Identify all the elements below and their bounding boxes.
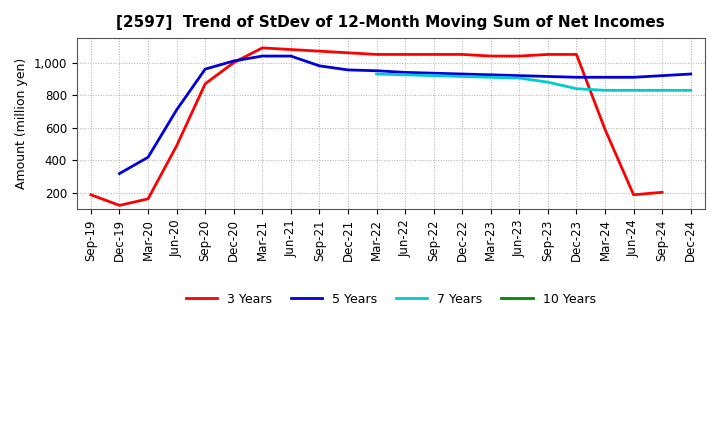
3 Years bbox=[144, 196, 153, 202]
5 Years bbox=[230, 59, 238, 64]
5 Years bbox=[144, 154, 153, 160]
5 Years bbox=[600, 75, 609, 80]
3 Years bbox=[458, 52, 467, 57]
5 Years bbox=[287, 53, 295, 59]
5 Years bbox=[572, 75, 581, 80]
7 Years bbox=[429, 73, 438, 78]
3 Years bbox=[487, 53, 495, 59]
7 Years bbox=[487, 75, 495, 80]
3 Years bbox=[401, 52, 410, 57]
7 Years bbox=[658, 88, 667, 93]
Y-axis label: Amount (million yen): Amount (million yen) bbox=[15, 58, 28, 189]
3 Years bbox=[572, 52, 581, 57]
3 Years bbox=[600, 127, 609, 132]
Line: 3 Years: 3 Years bbox=[91, 48, 662, 205]
7 Years bbox=[515, 75, 523, 81]
7 Years bbox=[572, 86, 581, 92]
3 Years bbox=[315, 48, 324, 54]
5 Years bbox=[629, 75, 638, 80]
5 Years bbox=[544, 74, 552, 79]
5 Years bbox=[343, 67, 352, 73]
3 Years bbox=[86, 192, 95, 198]
7 Years bbox=[600, 88, 609, 93]
7 Years bbox=[401, 72, 410, 77]
5 Years bbox=[429, 70, 438, 76]
3 Years bbox=[201, 81, 210, 86]
3 Years bbox=[172, 143, 181, 148]
3 Years bbox=[658, 190, 667, 195]
5 Years bbox=[372, 68, 381, 73]
5 Years bbox=[201, 66, 210, 72]
3 Years bbox=[515, 53, 523, 59]
5 Years bbox=[487, 72, 495, 77]
5 Years bbox=[115, 171, 124, 176]
Line: 5 Years: 5 Years bbox=[120, 56, 690, 173]
3 Years bbox=[343, 50, 352, 55]
3 Years bbox=[287, 47, 295, 52]
7 Years bbox=[372, 71, 381, 77]
Line: 7 Years: 7 Years bbox=[377, 74, 690, 90]
7 Years bbox=[458, 74, 467, 79]
5 Years bbox=[515, 73, 523, 78]
5 Years bbox=[315, 63, 324, 69]
7 Years bbox=[686, 88, 695, 93]
3 Years bbox=[544, 52, 552, 57]
5 Years bbox=[686, 71, 695, 77]
Legend: 3 Years, 5 Years, 7 Years, 10 Years: 3 Years, 5 Years, 7 Years, 10 Years bbox=[181, 288, 600, 311]
5 Years bbox=[401, 70, 410, 75]
3 Years bbox=[372, 52, 381, 57]
5 Years bbox=[658, 73, 667, 78]
5 Years bbox=[458, 71, 467, 77]
5 Years bbox=[172, 107, 181, 113]
3 Years bbox=[230, 60, 238, 65]
3 Years bbox=[429, 52, 438, 57]
3 Years bbox=[629, 192, 638, 198]
7 Years bbox=[544, 80, 552, 85]
7 Years bbox=[629, 88, 638, 93]
Title: [2597]  Trend of StDev of 12-Month Moving Sum of Net Incomes: [2597] Trend of StDev of 12-Month Moving… bbox=[117, 15, 665, 30]
5 Years bbox=[258, 53, 266, 59]
3 Years bbox=[258, 45, 266, 51]
3 Years bbox=[115, 203, 124, 208]
